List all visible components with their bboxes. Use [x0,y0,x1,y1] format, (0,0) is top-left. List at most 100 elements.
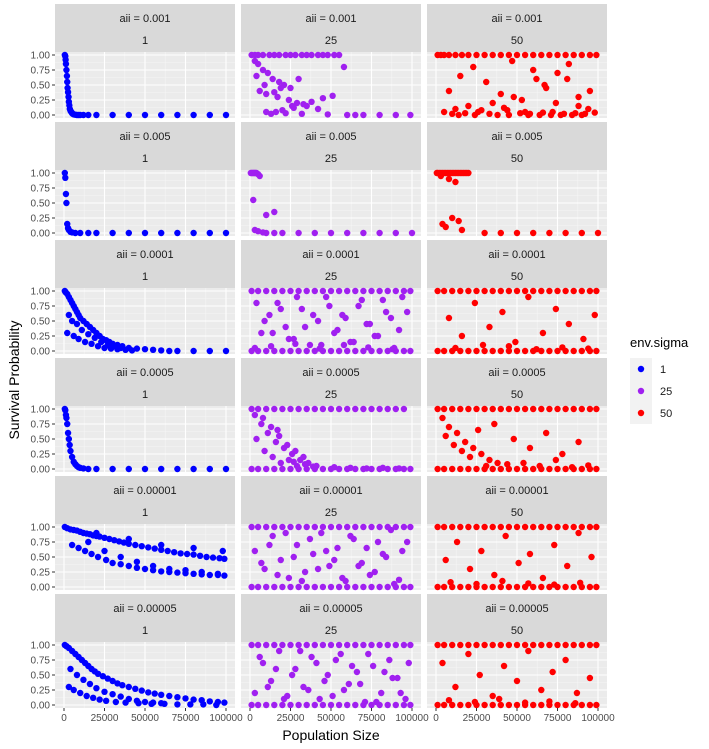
data-point [109,229,116,237]
data-point [585,345,592,352]
data-point [455,111,462,119]
data-point [295,287,302,295]
data-point [344,111,351,119]
data-point [593,347,600,355]
data-point [327,347,335,355]
data-point [248,287,255,295]
data-point [94,343,102,350]
data-point [125,465,132,473]
data-point [557,111,564,119]
data-point [125,111,132,119]
data-point [141,346,149,353]
data-point [479,341,487,349]
data-point [586,405,594,413]
data-point [471,111,479,119]
data-point [267,343,275,350]
data-point [517,110,524,117]
data-point [295,405,302,413]
data-point [125,229,132,237]
data-point [263,108,270,116]
data-point [593,523,600,531]
data-point [551,541,558,549]
data-point [392,701,399,709]
data-point [335,641,343,649]
facet-panel: aii = 0.0001 50 [427,240,607,354]
data-point [88,550,95,558]
data-point [594,229,602,237]
data-point [256,653,263,661]
data-point [295,523,302,531]
y-tick-label: 0.25 [31,686,51,697]
data-point [65,311,73,319]
facet-col-label: 25 [325,153,337,165]
data-point [164,547,171,555]
data-point [405,659,412,667]
data-point [546,287,553,295]
data-point [149,562,157,570]
data-point [327,287,335,295]
data-point [478,547,485,555]
data-point [251,547,259,555]
data-point [368,583,375,591]
data-point [499,308,506,316]
data-point [122,699,129,706]
data-point [151,690,158,697]
data-point [497,51,504,59]
data-point [285,96,293,104]
data-point [570,405,577,413]
data-point [593,701,600,709]
data-point [335,523,343,531]
data-point [335,465,343,473]
data-point [348,662,356,670]
data-point [570,523,577,531]
facet-panel: aii = 0.001 25 [241,4,421,118]
data-point [505,287,513,295]
data-point [117,561,124,568]
data-point [290,458,297,465]
data-point [81,338,89,346]
data-point [374,538,382,546]
data-point [256,87,263,95]
x-tick-label: 25000 [463,713,491,724]
data-point [491,420,498,428]
data-point [559,344,566,351]
y-tick-label: 0.75 [31,420,51,431]
data-point [575,438,582,446]
x-tick-label: 0 [61,713,67,724]
data-point [288,671,296,679]
data-point [308,51,315,59]
data-point [489,701,496,709]
data-point [311,523,318,531]
data-point [287,641,294,649]
data-point [324,51,331,59]
data-point [271,523,278,531]
data-point [554,51,561,59]
facet-col-label: 1 [142,625,148,637]
facet-col-label: 1 [142,389,148,401]
data-point [344,405,351,413]
data-point [251,344,259,352]
data-point [521,51,529,59]
facet-row-label: aii = 0.00001 [485,485,548,497]
data-point [158,568,165,575]
data-point [481,641,488,649]
y-tick-label: 1.00 [31,641,51,652]
data-point [117,693,124,700]
data-point [361,698,369,706]
data-point [360,287,367,295]
data-point [303,405,310,413]
data-point [314,105,322,113]
data-point [295,701,302,709]
data-point [378,689,385,697]
data-point [570,51,577,59]
x-tick-label: 75000 [544,713,572,724]
data-point [408,229,416,237]
data-point [73,320,81,328]
data-point [458,226,466,234]
data-point [530,405,537,413]
data-point [568,111,576,119]
data-point [457,523,464,531]
data-point [407,523,414,531]
data-point [190,544,197,552]
data-point [504,107,511,114]
